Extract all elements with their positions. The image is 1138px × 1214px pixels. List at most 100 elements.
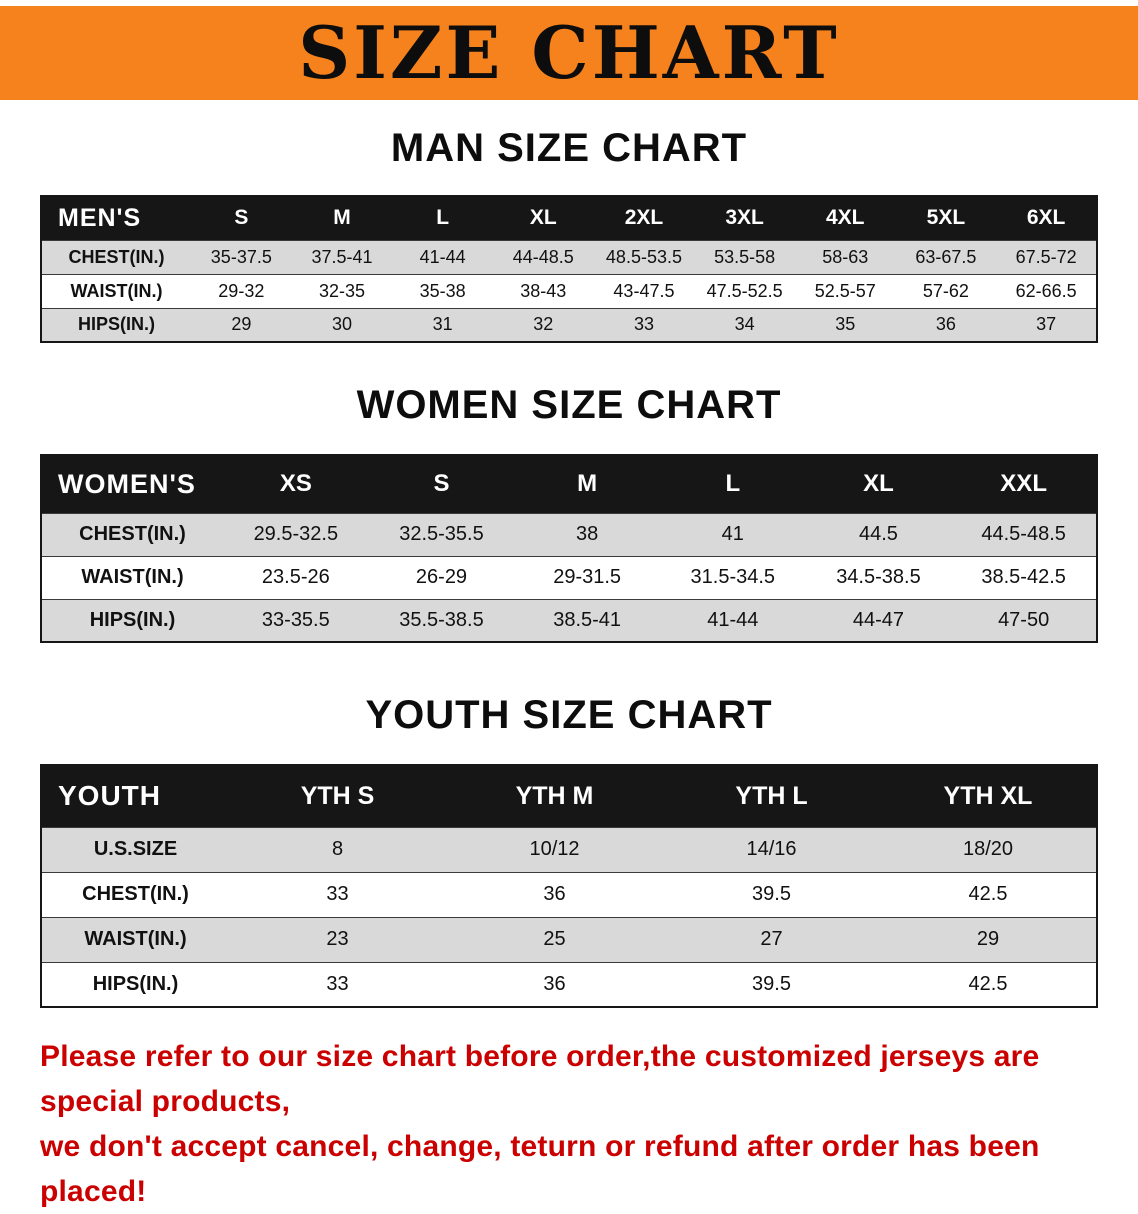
measurement-value: 18/20 [880,826,1097,872]
youth-size-section: YOUTH SIZE CHART YOUTH YTH S YTH M YTH L YTH… [0,693,1138,1008]
measurement-row: U.S.SIZE 8 10/12 14/16 18/20 [41,826,1097,872]
measurement-value: 44.5 [805,512,952,556]
women-section-heading: WOMEN SIZE CHART [356,383,782,427]
measurement-label: HIPS(IN.) [41,598,223,642]
size-header-cell: S [433,470,450,498]
table-title-cell: YOUTH [58,780,161,812]
size-header-cell: L [436,206,450,230]
measurement-value: 34.5-38.5 [805,555,952,599]
table-title-cell: WOMEN'S [58,468,196,499]
measurement-value: 41-44 [392,239,493,274]
measurement-value: 29 [880,916,1097,962]
measurement-value: 47.5-52.5 [694,273,795,308]
size-chart-page: SIZE CHART MAN SIZE CHART MEN'S S M L XL 2XL 3… [0,6,1138,1214]
women-size-table: WOMEN'S XS S M L XL XXL CHEST(IN.) 29.5-32.5 32.5… [40,454,1098,643]
size-header-cell: YTH XL [943,781,1033,810]
measurement-row: CHEST(IN.) 35-37.5 37.5-41 41-44 44-48.5 48.5… [41,239,1097,274]
measurement-value: 32 [492,307,594,342]
measurement-value: 29.5-32.5 [223,512,369,556]
measurement-label: HIPS(IN.) [41,307,191,342]
measurement-value: 36 [895,307,997,342]
men-section-heading: MAN SIZE CHART [390,126,748,170]
measurement-value: 23 [229,916,446,962]
size-header-cell: 2XL [624,206,664,230]
size-header-cell: S [234,206,249,230]
measurement-value: 44-48.5 [492,239,594,274]
size-header-cell: XXL [1000,470,1047,498]
measurement-value: 39.5 [663,871,880,917]
measurement-value: 35-37.5 [191,239,292,274]
measurement-value: 42.5 [880,961,1097,1007]
table-title-cell: MEN'S [58,203,142,232]
size-header-cell: 5XL [926,206,966,230]
measurement-row: CHEST(IN.) 29.5-32.5 32.5-35.5 38 41 44.5 44.5… [41,512,1097,556]
measurement-value: 44-47 [805,598,952,642]
size-header-cell: L [725,470,741,498]
size-header-cell: YTH M [515,781,594,810]
disclaimer-line-2: we don't accept cancel, change, teturn o… [40,1130,1040,1208]
measurement-value: 33 [229,961,446,1007]
measurement-value: 31.5-34.5 [659,555,806,599]
disclaimer-line-1: Please refer to our size chart before or… [40,1040,1040,1118]
measurement-value: 38.5-41 [514,598,660,642]
measurement-value: 29 [191,307,292,342]
page-title: SIZE CHART [298,10,840,95]
measurement-label: U.S.SIZE [41,826,229,872]
measurement-value: 39.5 [663,961,880,1007]
size-header-cell: 6XL [1026,206,1066,230]
measurement-value: 67.5-72 [996,239,1097,274]
measurement-value: 42.5 [880,871,1097,917]
measurement-value: 36 [446,871,663,917]
measurement-value: 31 [392,307,493,342]
size-header-cell: XL [529,206,557,230]
measurement-row: WAIST(IN.) 23 25 27 29 [41,916,1097,962]
measurement-value: 33-35.5 [223,598,369,642]
measurement-value: 35 [794,307,896,342]
measurement-value: 33 [593,307,695,342]
measurement-value: 63-67.5 [895,239,997,274]
measurement-value: 37 [996,307,1097,342]
measurement-value: 26-29 [368,555,515,599]
measurement-value: 48.5-53.5 [593,239,695,274]
men-size-section: MAN SIZE CHART MEN'S S M L XL 2XL 3XL 4XL 5XL 6XL… [0,126,1138,343]
measurement-value: 29-32 [191,273,292,308]
measurement-label: CHEST(IN.) [41,871,229,917]
measurement-value: 35-38 [392,273,493,308]
size-header-cell: XS [279,470,312,498]
measurement-value: 43-47.5 [593,273,695,308]
measurement-value: 38 [514,512,660,556]
measurement-value: 25 [446,916,663,962]
measurement-label: WAIST(IN.) [41,273,191,308]
size-header-cell: M [577,470,598,498]
measurement-value: 36 [446,961,663,1007]
measurement-row: HIPS(IN.) 29 30 31 32 33 34 35 36 37 [41,307,1097,342]
measurement-value: 32.5-35.5 [368,512,515,556]
size-header-cell: 3XL [725,206,764,230]
measurement-value: 62-66.5 [996,273,1097,308]
measurement-value: 37.5-41 [291,239,393,274]
measurement-label: CHEST(IN.) [41,239,191,274]
measurement-value: 10/12 [446,826,663,872]
measurement-value: 14/16 [663,826,880,872]
size-header-cell: YTH S [300,781,375,810]
size-header-cell: 4XL [826,206,865,230]
measurement-value: 58-63 [794,239,896,274]
measurement-value: 23.5-26 [223,555,369,599]
measurement-value: 53.5-58 [694,239,795,274]
title-banner: SIZE CHART [0,6,1138,100]
measurement-value: 33 [229,871,446,917]
measurement-label: WAIST(IN.) [41,555,223,599]
measurement-value: 29-31.5 [514,555,660,599]
measurement-row: WAIST(IN.) 29-32 32-35 35-38 38-43 43-47.5 47.… [41,273,1097,308]
measurement-row: HIPS(IN.) 33 36 39.5 42.5 [41,961,1097,1007]
size-header-cell: M [333,206,351,230]
size-header-cell: YTH L [735,781,808,810]
measurement-value: 8 [229,826,446,872]
measurement-value: 52.5-57 [794,273,896,308]
measurement-value: 32-35 [291,273,393,308]
men-size-table: MEN'S S M L XL 2XL 3XL 4XL 5XL 6XL CHEST(IN.) 35-37… [40,195,1098,343]
measurement-value: 41 [659,512,806,556]
measurement-row: CHEST(IN.) 33 36 39.5 42.5 [41,871,1097,917]
measurement-value: 27 [663,916,880,962]
disclaimer-note: Please refer to our size chart before or… [40,1034,1098,1214]
